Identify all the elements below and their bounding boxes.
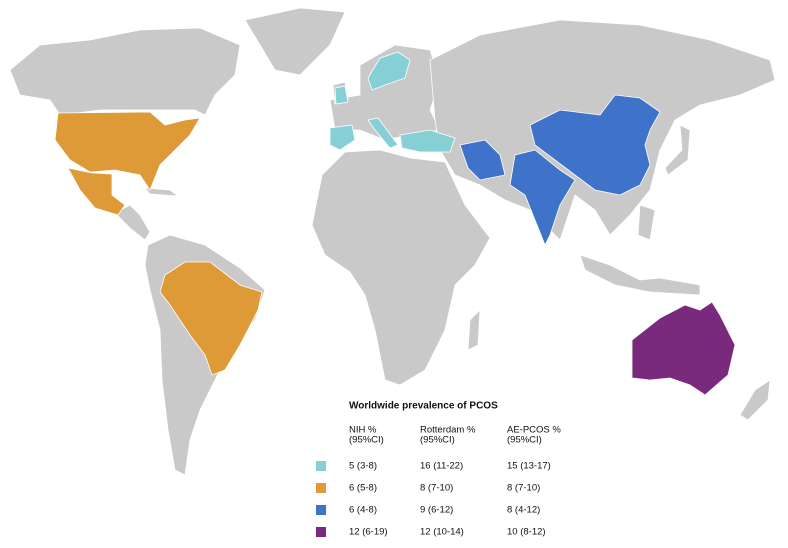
landmass	[9, 27, 241, 116]
prevalence-value: 12 (10-14)	[420, 527, 464, 538]
region-nih-6-4	[459, 139, 506, 181]
region-nih-6-4	[529, 94, 661, 196]
prevalence-value: 16 (11-22)	[420, 461, 463, 472]
column-subheader: (95%CI)	[349, 435, 384, 446]
region-nih-5	[334, 85, 349, 105]
prevalence-value: 8 (7-10)	[507, 483, 540, 494]
region-nih-5	[399, 129, 456, 153]
prevalence-value: 15 (13-17)	[507, 461, 551, 472]
region-nih-6-4	[509, 149, 576, 246]
landmass	[579, 254, 701, 296]
region-nih-5	[367, 51, 411, 91]
legend-swatch	[316, 505, 326, 515]
legend: Worldwide prevalence of PCOS NIH %(95%CI…	[316, 401, 561, 538]
prevalence-value: 8 (7-10)	[420, 483, 453, 494]
column-header: Rotterdam %	[420, 425, 476, 436]
region-nih-5	[367, 117, 399, 149]
region-nih-6	[67, 167, 126, 216]
column-header: NIH %	[349, 425, 377, 436]
column-subheader: (95%CI)	[507, 435, 542, 446]
prevalence-value: 5 (3-8)	[349, 461, 377, 472]
legend-swatch	[316, 527, 326, 537]
prevalence-value: 12 (6-19)	[349, 527, 388, 538]
region-nih-6	[159, 261, 263, 376]
region-nih-6	[54, 111, 201, 191]
landmass	[329, 44, 441, 141]
legend-swatch	[316, 483, 326, 493]
column-subheader: (95%CI)	[420, 435, 455, 446]
landmass	[311, 149, 491, 386]
prevalence-value: 10 (8-12)	[507, 527, 546, 538]
landmass	[244, 7, 346, 76]
colored-regions	[54, 51, 736, 396]
prevalence-value: 8 (4-12)	[507, 505, 540, 516]
landmass	[664, 124, 691, 176]
legend-title: Worldwide prevalence of PCOS	[349, 401, 498, 412]
column-header: AE-PCOS %	[507, 425, 561, 436]
landmass	[739, 379, 771, 421]
region-nih-5	[329, 124, 356, 151]
landmass	[144, 187, 180, 197]
prevalence-value: 9 (6-12)	[420, 505, 453, 516]
legend-swatch	[316, 461, 326, 471]
prevalence-value: 6 (4-8)	[349, 505, 377, 516]
prevalence-value: 6 (5-8)	[349, 483, 377, 494]
region-nih-12	[631, 301, 736, 396]
landmass	[114, 204, 151, 241]
landmass	[467, 308, 481, 351]
landmass	[637, 204, 656, 241]
